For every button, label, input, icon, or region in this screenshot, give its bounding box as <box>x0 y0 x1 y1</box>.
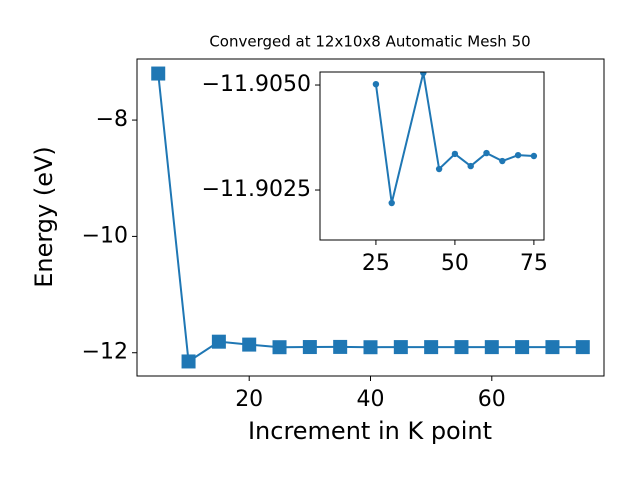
series <box>151 66 590 369</box>
marker <box>499 157 506 165</box>
x-tick-label: 50 <box>441 251 469 276</box>
marker <box>388 199 395 207</box>
marker <box>484 340 499 355</box>
marker <box>272 340 287 355</box>
marker <box>302 340 317 355</box>
x-axis-label: Increment in K point <box>248 417 492 445</box>
x-tick-label: 40 <box>357 387 385 412</box>
x-tick-label: 60 <box>478 387 506 412</box>
marker <box>515 340 530 355</box>
plot: 20 40 60 −8 −10 −12 <box>82 58 605 412</box>
marker <box>372 80 380 88</box>
axes-frame <box>136 58 605 377</box>
marker <box>424 340 439 355</box>
axes-frame <box>319 71 545 241</box>
line <box>374 72 534 204</box>
marker <box>514 151 522 159</box>
marker <box>435 165 443 173</box>
x-tick-label: 25 <box>362 251 390 276</box>
series <box>372 72 538 207</box>
y-tick-label: −10 <box>82 223 128 248</box>
marker <box>151 66 166 81</box>
inset: 25 50 75 −11.9050 −11.9025 <box>202 71 548 276</box>
y-tick-label: −11.9050 <box>202 72 311 97</box>
marker <box>242 337 257 352</box>
x-tick-label: 75 <box>520 251 548 276</box>
marker <box>451 150 459 158</box>
marker <box>211 334 226 349</box>
y-tick-label: −8 <box>96 107 128 132</box>
marker <box>363 340 378 355</box>
chart-title: Converged at 12x10x8 Automatic Mesh 50 <box>209 33 530 51</box>
marker <box>181 354 196 369</box>
marker <box>454 340 469 355</box>
inset-background <box>320 72 544 240</box>
y-tick-label: −11.9025 <box>202 177 311 202</box>
marker <box>575 340 590 355</box>
marker <box>333 339 348 354</box>
x-tick-label: 20 <box>235 387 263 412</box>
marker <box>420 72 427 77</box>
y-axis-label: Energy (eV) <box>30 146 58 288</box>
marker <box>393 340 408 355</box>
marker <box>483 149 490 157</box>
marker <box>530 152 538 160</box>
marker <box>467 162 474 170</box>
y-tick-label: −12 <box>82 340 128 365</box>
marker <box>545 340 560 355</box>
